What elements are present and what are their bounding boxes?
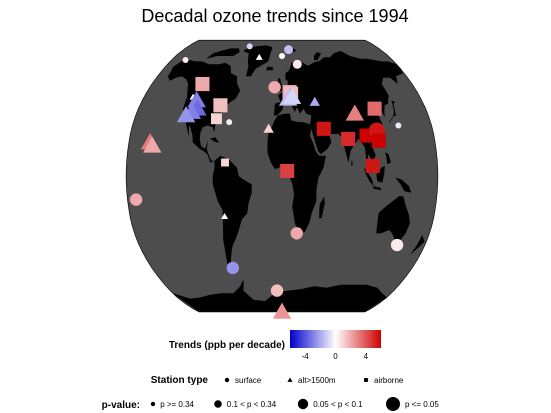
legend-square-icon [364, 378, 368, 382]
legend-circle-icon [224, 377, 230, 383]
land-new-guinea [395, 177, 412, 193]
p-value-size-s-icon [214, 400, 222, 408]
station-marker-western-us-1 [187, 91, 206, 108]
station-marker-caucasus [309, 96, 320, 106]
trend-tick-label: -4 [302, 352, 310, 361]
station-marker-western-canada [195, 77, 210, 92]
station-marker-japan [395, 122, 402, 129]
p-value-label: p >= 0.34 [160, 400, 194, 409]
station-marker-tibet-plateau [345, 104, 365, 121]
p-value-label: 0.05 < p < 0.1 [313, 400, 363, 409]
station-type-label: surface [235, 376, 262, 385]
station-type-title: Station type [151, 375, 209, 386]
station-marker-barrow [182, 57, 189, 64]
station-marker-chacaltaya [221, 212, 229, 220]
station-marker-mace-head [268, 81, 281, 94]
land-africa [267, 113, 326, 235]
trend-tick-label: 0 [333, 352, 338, 361]
p-value-size-xs-icon [150, 401, 156, 407]
trend-tick-label: 4 [364, 352, 369, 361]
land-south-america [212, 155, 252, 268]
station-type-legend: Station type surface alt>1500m airborne [151, 375, 404, 386]
station-marker-se-us-airborne [210, 113, 222, 125]
station-marker-southeast-asia [365, 158, 380, 173]
land-cuba [210, 137, 220, 143]
land-sri-lanka [351, 159, 353, 166]
station-marker-summit [255, 53, 263, 60]
station-marker-sonnblick [282, 87, 302, 104]
station-marker-hawaii [143, 136, 162, 153]
station-marker-alert [246, 43, 253, 50]
station-type-label: airborne [374, 376, 404, 385]
station-marker-samoa [129, 193, 143, 206]
land-iceland [266, 66, 273, 71]
station-marker-hong-kong [371, 133, 386, 148]
station-marker-cape-point [290, 227, 303, 240]
land-indonesia-borneo [376, 165, 385, 183]
trend-legend: Trends (ppb per decade) -4 0 4 [169, 330, 381, 361]
station-marker-ny-alesund [284, 45, 294, 55]
land-arctic-canada [206, 48, 240, 59]
station-marker-india [341, 131, 356, 146]
station-marker-beijing [367, 101, 382, 116]
p-value-label: p <= 0.05 [405, 400, 439, 409]
land-japan [389, 100, 396, 124]
land-greenland [243, 45, 273, 77]
trend-colorbar-ticks: -4 0 4 [302, 352, 369, 361]
station-marker-eastern-us-airborne [213, 98, 228, 113]
station-marker-pallas [292, 59, 302, 69]
land-eurasia [273, 50, 403, 175]
p-value-label: 0.1 < p < 0.34 [227, 400, 277, 409]
land-madagascar [319, 196, 325, 219]
station-marker-gulf-of-guinea [280, 163, 295, 178]
land-philippines [385, 152, 391, 165]
station-marker-cape-grim [390, 238, 404, 252]
p-value-legend: p-value: p >= 0.34 0.1 < p < 0.34 0.05 < p… [102, 397, 439, 411]
station-marker-south-pole [272, 302, 292, 319]
station-marker-venezuela [221, 158, 229, 167]
legend-triangle-icon [287, 377, 293, 382]
trend-legend-title: Trends (ppb per decade) [169, 340, 285, 351]
p-value-title: p-value: [102, 400, 140, 411]
station-marker-ushuaia [226, 261, 240, 275]
land-australia [376, 196, 410, 242]
station-marker-norway-station [279, 52, 285, 59]
station-marker-izana [263, 123, 274, 133]
station-markers [129, 43, 404, 319]
map-title: Decadal ozone trends since 1994 [141, 6, 408, 26]
land-novaya-zemlya [313, 52, 321, 60]
station-marker-western-us-4 [176, 106, 196, 123]
land-java [372, 186, 382, 191]
station-marker-middle-east [316, 121, 331, 136]
trend-colorbar [290, 330, 381, 348]
station-type-label: alt>1500m [298, 376, 336, 385]
p-value-size-m-icon [297, 398, 309, 410]
station-marker-neumayer [270, 284, 284, 297]
land-new-zealand [410, 235, 425, 255]
land-arabia-connect [308, 120, 332, 155]
station-marker-bermuda [226, 119, 233, 126]
p-value-size-l-icon [386, 397, 400, 411]
